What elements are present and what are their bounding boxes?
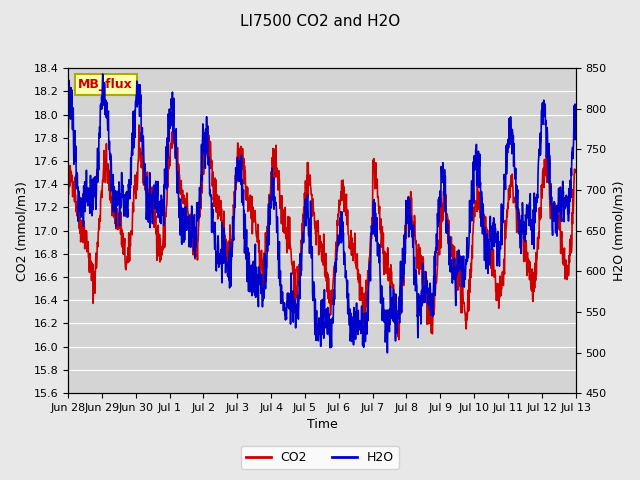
CO2 <box>104 168 111 173</box>
Y-axis label: H2O (mmol/m3): H2O (mmol/m3) <box>612 180 625 281</box>
CO2 <box>395 337 403 343</box>
CO2 <box>353 251 361 257</box>
H2O <box>300 240 307 246</box>
CO2 <box>64 189 72 195</box>
CO2 <box>124 245 132 251</box>
Text: LI7500 CO2 and H2O: LI7500 CO2 and H2O <box>240 14 400 29</box>
H2O <box>291 310 298 315</box>
X-axis label: Time: Time <box>307 419 337 432</box>
H2O <box>64 132 72 137</box>
Legend: CO2, H2O: CO2, H2O <box>241 446 399 469</box>
H2O <box>353 319 361 325</box>
CO2 <box>135 122 143 128</box>
CO2 <box>572 167 579 173</box>
CO2 <box>280 215 287 220</box>
H2O <box>125 181 132 187</box>
Line: H2O: H2O <box>68 74 575 353</box>
Y-axis label: CO2 (mmol/m3): CO2 (mmol/m3) <box>15 181 28 281</box>
H2O <box>383 350 391 356</box>
Text: MB_flux: MB_flux <box>78 78 133 91</box>
CO2 <box>291 299 298 305</box>
H2O <box>280 300 287 306</box>
Line: CO2: CO2 <box>68 125 575 340</box>
H2O <box>572 121 579 127</box>
H2O <box>104 127 111 133</box>
CO2 <box>300 215 307 221</box>
H2O <box>99 71 106 77</box>
